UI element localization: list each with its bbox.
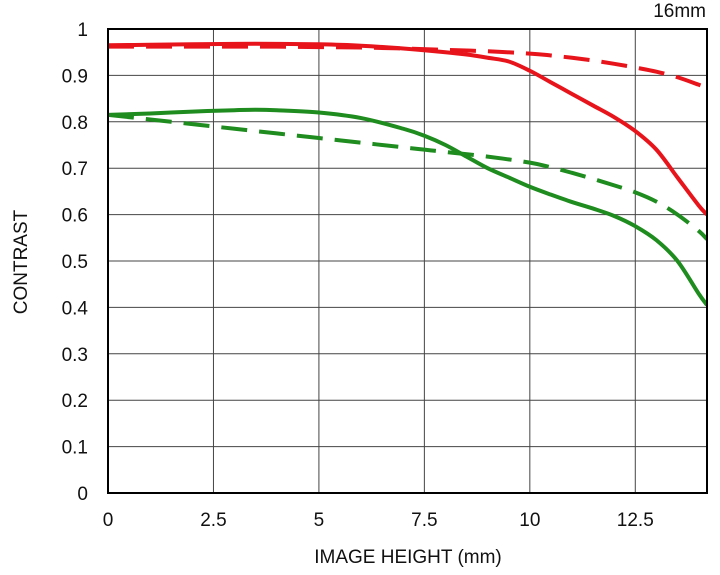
x-tick-label: 5 bbox=[314, 510, 325, 531]
y-tick-label: 0 bbox=[77, 484, 88, 505]
y-tick-label: 0.9 bbox=[62, 66, 88, 87]
y-tick-label: 0.3 bbox=[62, 345, 88, 366]
y-tick-label: 1 bbox=[77, 20, 88, 41]
x-tick-label: 12.5 bbox=[617, 510, 654, 531]
plot-frame bbox=[107, 28, 708, 494]
series-layer bbox=[108, 41, 707, 307]
series-line-2-dashed bbox=[108, 44, 707, 90]
y-tick-label: 0.7 bbox=[62, 159, 88, 180]
x-tick-label: 0 bbox=[103, 510, 114, 531]
y-tick-label: 0.1 bbox=[62, 438, 88, 459]
x-tick-label: 7.5 bbox=[411, 510, 437, 531]
y-tick-label: 0.5 bbox=[62, 252, 88, 273]
series-line-4-dashed bbox=[108, 112, 707, 241]
y-axis-title: CONTRAST bbox=[11, 209, 32, 314]
grid-layer bbox=[108, 29, 707, 493]
corner-label: 16mm bbox=[653, 1, 706, 22]
x-axis-title: IMAGE HEIGHT (mm) bbox=[314, 547, 502, 568]
y-tick-label: 0.2 bbox=[62, 391, 88, 412]
x-tick-label: 2.5 bbox=[200, 510, 226, 531]
series-line-1-solid bbox=[108, 41, 707, 216]
y-tick-label: 0.8 bbox=[62, 113, 88, 134]
y-tick-label: 0.6 bbox=[62, 206, 88, 227]
y-tick-label: 0.4 bbox=[62, 298, 89, 319]
tick-layer: 00.10.20.30.40.50.60.70.80.910 2.5 5 7.5 10 1… bbox=[62, 20, 654, 531]
x-tick-label: 10 bbox=[519, 510, 540, 531]
series-line-3-solid bbox=[108, 107, 707, 307]
